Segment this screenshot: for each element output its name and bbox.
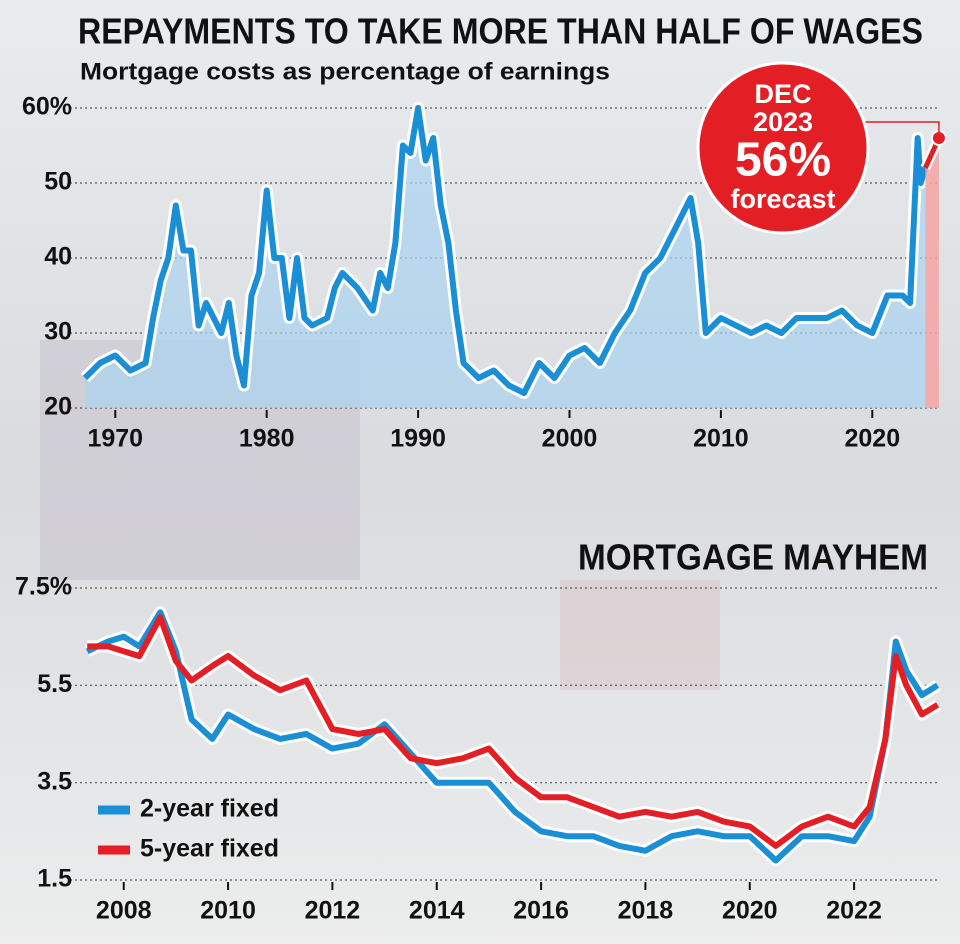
x-tick-label: 1970	[87, 425, 143, 453]
x-tick-label: 2000	[542, 425, 598, 453]
x-tick-label: 2016	[513, 897, 569, 925]
x-tick-label: 1990	[390, 425, 446, 453]
y-tick-label: 50	[44, 168, 72, 196]
chart-title: REPAYMENTS TO TAKE MORE THAN HALF OF WAG…	[78, 11, 923, 52]
x-tick-label: 2020	[844, 425, 900, 453]
chart-subtitle: Mortgage costs as percentage of earnings	[80, 58, 610, 85]
x-tick-label: 2018	[618, 897, 674, 925]
y-tick-label: 7.5%	[15, 573, 72, 601]
annotation: DEC	[754, 79, 811, 109]
y-tick-label: 20	[44, 393, 72, 421]
x-tick-label: 2010	[693, 425, 749, 453]
callout-badge	[696, 61, 870, 235]
line	[82, 105, 929, 396]
annotation: 56%	[735, 134, 831, 187]
annotation: forecast	[730, 184, 835, 214]
y-tick-label: 30	[44, 318, 72, 346]
line	[87, 614, 940, 849]
y-tick-label: 3.5	[37, 767, 72, 795]
background-panel	[560, 580, 720, 690]
x-tick-label: 2008	[96, 897, 152, 925]
x-tick-label: 2012	[305, 897, 361, 925]
x-tick-label: 2020	[722, 897, 778, 925]
area	[85, 108, 926, 408]
x-tick-label: 1980	[239, 425, 295, 453]
y-tick-label: 40	[44, 243, 72, 271]
forecast-area	[925, 138, 939, 408]
line	[85, 609, 940, 864]
y-tick-label: 60%	[22, 93, 72, 121]
callout-line	[860, 121, 940, 138]
legend-label: 2-year fixed	[140, 795, 279, 823]
y-tick-label: 1.5	[37, 865, 72, 893]
x-tick-label: 2010	[200, 897, 256, 925]
annotation: 2023	[753, 107, 813, 137]
legend-label: 5-year fixed	[140, 835, 279, 863]
x-tick-label: 2022	[826, 897, 882, 925]
x-tick-label: 2014	[409, 897, 465, 925]
y-tick-label: 5.5	[37, 670, 72, 698]
chart-title: MORTGAGE MAYHEM	[578, 537, 928, 578]
